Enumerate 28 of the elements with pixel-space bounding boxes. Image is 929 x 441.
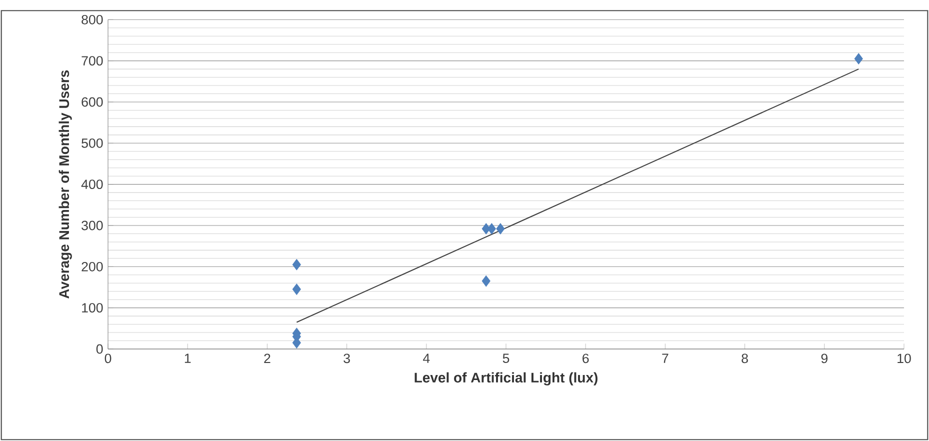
point	[292, 258, 301, 270]
x-tick-label: 0	[104, 354, 112, 364]
point	[487, 223, 496, 234]
x-tick-label: 3	[344, 354, 350, 364]
x-tick-label: 4	[423, 354, 430, 363]
x-tick-label: 10	[898, 354, 911, 364]
y-tick-label: 800	[82, 14, 103, 24]
y-tick-label: 400	[81, 180, 103, 190]
x-tick-label: 6	[582, 354, 589, 364]
y-tick-label: 100	[82, 303, 103, 313]
point	[292, 284, 301, 295]
x-tick-label: 7	[662, 354, 668, 363]
point	[496, 223, 505, 234]
x-axis-title: Level of Artificial Light (lux)	[414, 372, 598, 386]
y-tick-label: 600	[82, 97, 103, 107]
x-tick-label: 1	[184, 354, 191, 363]
x-tick-label: 8	[742, 354, 748, 364]
x-tick-label: 5	[502, 354, 510, 363]
y-tick-label: 0	[96, 344, 103, 354]
y-tick-label: 200	[82, 262, 103, 272]
point	[854, 53, 863, 64]
y-tick-label: 700	[82, 56, 103, 66]
x-tick-label: 9	[821, 354, 828, 364]
y-tick-label: 500	[82, 138, 103, 148]
point	[482, 275, 490, 287]
y-tick-label: 300	[82, 220, 103, 230]
y-axis-title: Average Number of Monthly Users	[58, 70, 72, 298]
x-tick-label: 2	[264, 354, 270, 364]
